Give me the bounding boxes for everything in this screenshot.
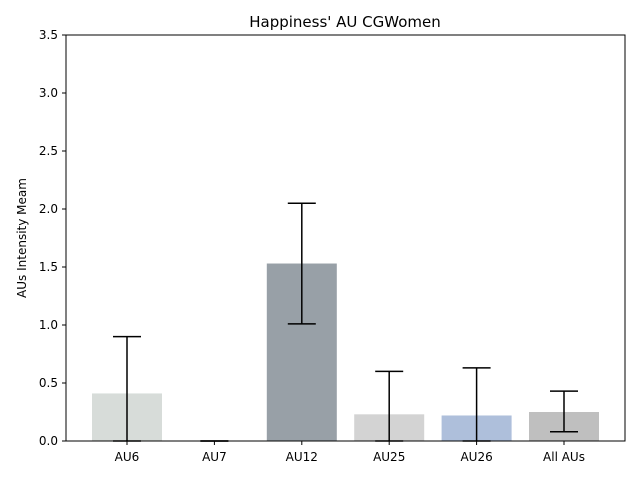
y-axis-label: AUs Intensity Meam [15, 178, 29, 298]
chart-title: Happiness' AU CGWomen [249, 13, 441, 31]
x-tick-label: AU12 [286, 450, 318, 464]
y-tick-label: 2.5 [39, 144, 58, 158]
x-tick-label: All AUs [543, 450, 585, 464]
x-tick-label: AU7 [202, 450, 227, 464]
y-tick-label: 3.5 [39, 28, 58, 42]
plot-area: 0.0 0.5 1.0 1.5 2.0 2.5 3.0 3.5 AU6 AU7 AU12 AU25 AU… [39, 28, 599, 464]
y-tick-label: 1.0 [39, 318, 58, 332]
y-tick-label: 3.0 [39, 86, 58, 100]
x-tick-label: AU26 [460, 450, 492, 464]
y-tick-label: 2.0 [39, 202, 58, 216]
x-tick-label: AU6 [115, 450, 140, 464]
y-tick-label: 0.5 [39, 376, 58, 390]
y-tick-label: 0.0 [39, 434, 58, 448]
y-tick-label: 1.5 [39, 260, 58, 274]
x-tick-label: AU25 [373, 450, 405, 464]
plot-frame [65, 34, 626, 442]
